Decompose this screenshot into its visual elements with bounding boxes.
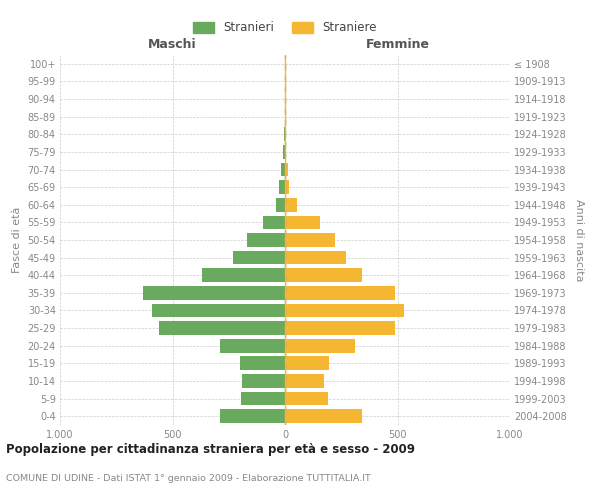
Bar [285, 180, 289, 194]
Bar [285, 392, 328, 406]
Bar [143, 286, 285, 300]
Bar [220, 339, 285, 352]
Bar [280, 180, 285, 194]
Bar [285, 198, 298, 211]
Y-axis label: Fasce di età: Fasce di età [12, 207, 22, 273]
Bar [285, 233, 335, 247]
Bar [285, 304, 404, 318]
Bar [263, 216, 285, 230]
Bar [285, 250, 346, 264]
Bar [284, 128, 285, 141]
Bar [247, 233, 285, 247]
Text: Popolazione per cittadinanza straniera per età e sesso - 2009: Popolazione per cittadinanza straniera p… [6, 442, 415, 456]
Bar [159, 321, 285, 335]
Bar [285, 110, 286, 124]
Text: Femmine: Femmine [365, 38, 430, 52]
Bar [240, 356, 285, 370]
Y-axis label: Anni di nascita: Anni di nascita [574, 198, 584, 281]
Bar [285, 410, 361, 423]
Bar [285, 268, 361, 282]
Text: Maschi: Maschi [148, 38, 197, 52]
Bar [285, 321, 395, 335]
Bar [276, 198, 285, 211]
Bar [285, 162, 288, 176]
Bar [202, 268, 285, 282]
Bar [285, 145, 286, 159]
Bar [242, 374, 285, 388]
Bar [281, 162, 285, 176]
Bar [152, 304, 285, 318]
Bar [220, 410, 285, 423]
Bar [285, 128, 286, 141]
Text: COMUNE DI UDINE - Dati ISTAT 1° gennaio 2009 - Elaborazione TUTTITALIA.IT: COMUNE DI UDINE - Dati ISTAT 1° gennaio … [6, 474, 371, 483]
Bar [285, 216, 320, 230]
Bar [285, 374, 325, 388]
Bar [241, 392, 285, 406]
Bar [285, 356, 329, 370]
Legend: Stranieri, Straniere: Stranieri, Straniere [188, 16, 382, 39]
Bar [285, 339, 355, 352]
Bar [285, 286, 395, 300]
Bar [283, 145, 285, 159]
Bar [233, 250, 285, 264]
